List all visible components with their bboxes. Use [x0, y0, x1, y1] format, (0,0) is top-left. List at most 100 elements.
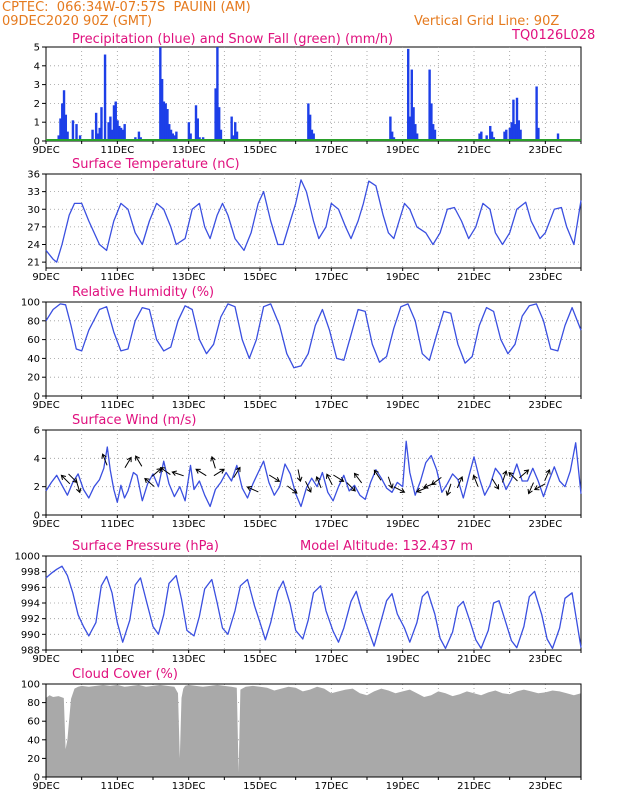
wind-arrow: [519, 469, 530, 479]
x-tick-label: 15DEC: [243, 781, 277, 792]
precip-bar: [173, 135, 176, 141]
panel-3: 0 20 40 60 80 100 9DEC 11DEC 13DEC 15DEC 17DEC 19DE…: [21, 285, 582, 411]
y-tick-label: 0: [34, 392, 40, 403]
x-tick-label: 11DEC: [100, 519, 134, 530]
y-tick-label: 1000: [15, 552, 40, 563]
precip-bar: [171, 133, 175, 141]
y-tick-label: 21: [27, 258, 40, 269]
precip-bar: [430, 103, 433, 141]
precip-bar: [196, 118, 199, 141]
precip-bar: [121, 129, 125, 141]
wind-arrow: [233, 466, 241, 478]
x-tick-label: 9DEC: [32, 400, 59, 411]
y-tick-label: 80: [27, 316, 40, 327]
x-tick-label: 21DEC: [457, 145, 491, 156]
cloud-area: [46, 684, 581, 777]
panel-title: Surface Wind (m/s): [72, 413, 196, 428]
x-tick-label: 21DEC: [457, 400, 491, 411]
precip-bar: [164, 103, 167, 141]
wind-arrow: [151, 468, 162, 477]
x-tick-label: 13DEC: [172, 145, 206, 156]
x-tick-label: 19DEC: [386, 781, 420, 792]
precip-bar: [515, 97, 519, 141]
wind-arrow: [387, 476, 394, 490]
x-tick-label: 23DEC: [528, 519, 562, 530]
precip-bar: [162, 101, 166, 141]
wind-arrow: [501, 470, 508, 483]
precip-bar: [407, 48, 410, 141]
x-tick-label: 9DEC: [32, 145, 59, 156]
wind-arrow: [333, 474, 345, 482]
x-tick-label: 15DEC: [243, 272, 277, 283]
x-tick-label: 11DEC: [100, 654, 134, 665]
wind-arrow: [491, 478, 500, 490]
series-line: [45, 565, 582, 650]
precip-bar: [71, 120, 75, 141]
precip-bar: [123, 124, 126, 141]
x-tick-label: 15DEC: [243, 519, 277, 530]
y-tick-label: 992: [21, 614, 40, 625]
precip-bar: [480, 131, 483, 141]
x-tick-label: 23DEC: [528, 654, 562, 665]
precip-bar: [312, 133, 315, 141]
precip-bar: [75, 124, 78, 141]
precip-bar: [490, 131, 494, 141]
y-tick-label: 24: [27, 240, 40, 251]
precip-bar: [189, 133, 192, 141]
precip-bar: [519, 129, 522, 141]
wind-arrow: [544, 468, 551, 482]
wind-arrow: [326, 473, 333, 486]
station-header: CPTEC: 066:34W-07:57S PAUINI (AM): [2, 0, 251, 15]
precip-bar: [103, 54, 107, 141]
wind-arrow: [445, 483, 452, 497]
wind-arrow: [68, 473, 78, 484]
x-tick-label: 21DEC: [457, 272, 491, 283]
precip-bar: [478, 133, 481, 141]
x-tick-label: 23DEC: [528, 272, 562, 283]
model-altitude: Model Altitude: 132.437 m: [300, 539, 473, 554]
panel-frame: [45, 429, 582, 516]
wind-arrow: [246, 485, 259, 493]
precip-bar: [78, 135, 82, 141]
y-tick-label: 20: [27, 754, 40, 765]
wind-arrow: [124, 456, 132, 468]
precip-bar: [431, 124, 435, 141]
y-tick-label: 2: [34, 99, 40, 110]
wind-arrow: [533, 483, 546, 491]
x-tick-label: 21DEC: [457, 781, 491, 792]
precip-bar: [503, 131, 506, 141]
precip-bar: [112, 105, 116, 141]
x-tick-label: 11DEC: [100, 781, 134, 792]
precip-bar: [57, 135, 60, 141]
precip-bar: [169, 129, 173, 141]
precip-bar: [508, 127, 512, 141]
precip-bar: [66, 131, 69, 141]
panel-title: Cloud Cover (%): [72, 667, 178, 682]
model-code: TQ0126L028: [512, 28, 596, 43]
panel-title: Relative Humidity (%): [72, 285, 214, 300]
y-tick-label: 80: [27, 698, 40, 709]
wind-arrow: [135, 455, 143, 467]
y-tick-label: 990: [21, 630, 40, 641]
precip-bar: [114, 101, 117, 141]
x-tick-label: 15DEC: [243, 400, 277, 411]
x-tick-label: 13DEC: [172, 781, 206, 792]
precip-bar: [512, 99, 515, 141]
precip-bar: [110, 129, 114, 141]
panel-title: Precipitation (blue) and Snow Fall (gree…: [72, 32, 393, 47]
y-tick-label: 2: [34, 482, 40, 493]
x-tick-label: 19DEC: [386, 400, 420, 411]
precip-bar: [175, 131, 178, 141]
x-tick-label: 9DEC: [32, 272, 59, 283]
panel-frame: [45, 173, 582, 269]
precip-bar: [62, 90, 66, 141]
panel-2: 21 24 27 30 33 36 9DEC 11DEC 13DEC 15DEC 17DEC 19DE…: [27, 157, 582, 283]
series-line: [45, 440, 582, 508]
x-tick-label: 17DEC: [314, 654, 348, 665]
wind-arrow: [213, 468, 225, 477]
wind-arrow: [210, 455, 216, 469]
precip-bar: [100, 107, 103, 141]
wind-arrow: [472, 474, 479, 487]
wind-arrow: [527, 482, 534, 495]
precip-bar: [537, 127, 540, 141]
